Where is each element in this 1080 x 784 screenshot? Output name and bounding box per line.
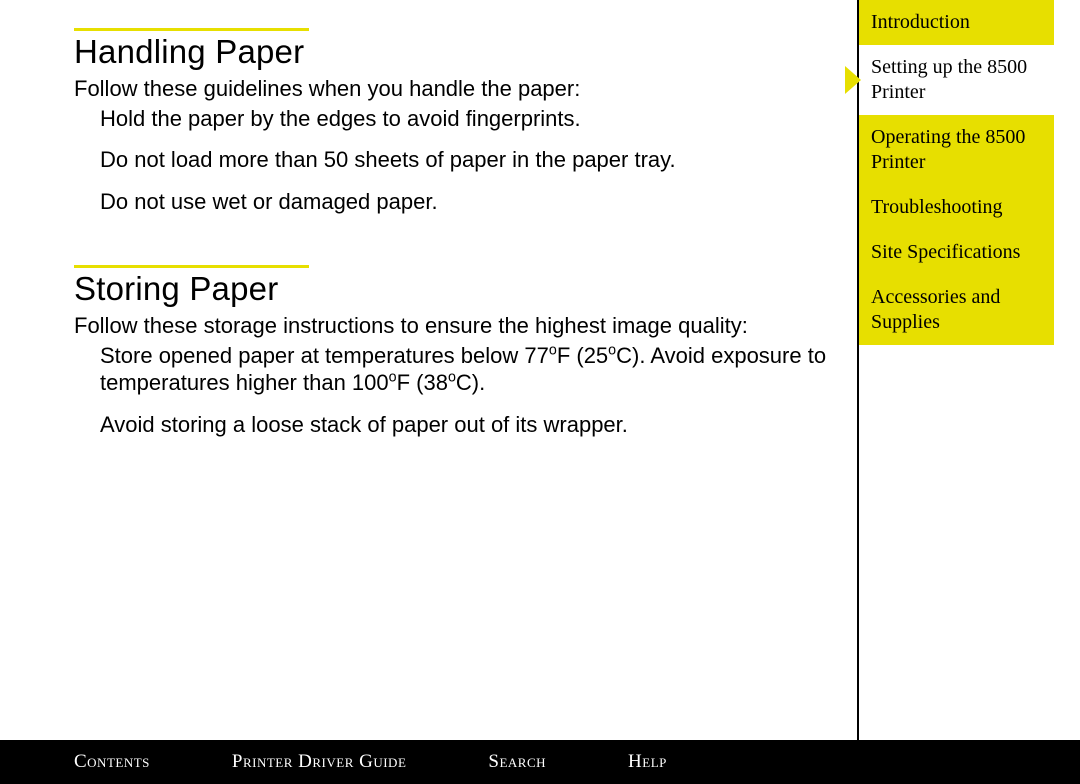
section-gap: [74, 229, 834, 265]
sidebar-nav: Introduction Setting up the 8500 Printer…: [859, 0, 1054, 345]
section-title-handling: Handling Paper: [74, 33, 834, 71]
bullet-text: Do not load more than 50 sheets of paper…: [100, 146, 834, 174]
section-rule: [74, 28, 309, 31]
section-intro-handling: Follow these guidelines when you handle …: [74, 75, 834, 103]
section-rule: [74, 265, 309, 268]
sidebar-item-site-specs[interactable]: Site Specifications: [859, 230, 1054, 275]
bullet-text: Do not use wet or damaged paper.: [100, 188, 834, 216]
bullet-text: Avoid storing a loose stack of paper out…: [100, 411, 834, 439]
sidebar-item-active-wrap: Setting up the 8500 Printer: [859, 45, 1054, 115]
bullet-text: Hold the paper by the edges to avoid fin…: [100, 105, 834, 133]
sidebar-item-troubleshooting[interactable]: Troubleshooting: [859, 185, 1054, 230]
sidebar-item-accessories[interactable]: Accessories and Supplies: [859, 275, 1054, 345]
section-title-storing: Storing Paper: [74, 270, 834, 308]
bottom-link-guide[interactable]: Printer Driver Guide: [232, 751, 407, 773]
bottom-link-help[interactable]: Help: [628, 751, 667, 773]
page: Handling Paper Follow these guidelines w…: [0, 0, 1080, 784]
sidebar-item-setting-up[interactable]: Setting up the 8500 Printer: [859, 45, 1054, 115]
bottom-link-contents[interactable]: Contents: [74, 751, 150, 773]
sidebar-item-introduction[interactable]: Introduction: [859, 0, 1054, 45]
section-intro-storing: Follow these storage instructions to ens…: [74, 312, 834, 340]
bullet-text: Store opened paper at temperatures below…: [100, 342, 834, 397]
bottom-link-search[interactable]: Search: [488, 751, 546, 773]
bottom-nav: Contents Printer Driver Guide Search Hel…: [0, 740, 1080, 784]
active-pointer-icon: [845, 66, 861, 94]
main-content: Handling Paper Follow these guidelines w…: [74, 28, 834, 452]
sidebar-item-operating[interactable]: Operating the 8500 Printer: [859, 115, 1054, 185]
